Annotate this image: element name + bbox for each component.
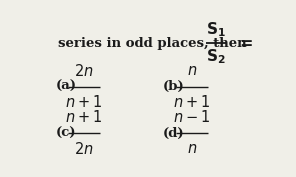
Text: $\mathbf{S_1}$: $\mathbf{S_1}$ [206, 20, 226, 39]
Text: $\mathit{n−1}$: $\mathit{n−1}$ [173, 109, 210, 125]
Text: $\mathit{2n}$: $\mathit{2n}$ [74, 141, 94, 157]
Text: $\mathit{2n}$: $\mathit{2n}$ [74, 63, 94, 79]
Text: $\mathit{n+1}$: $\mathit{n+1}$ [65, 94, 103, 110]
Text: $\mathit{n}$: $\mathit{n}$ [187, 64, 197, 78]
Text: =: = [239, 35, 252, 52]
Text: series in odd places, then: series in odd places, then [58, 36, 246, 50]
Text: (a): (a) [55, 80, 76, 93]
Text: (c): (c) [55, 127, 76, 139]
Text: (d): (d) [163, 127, 185, 139]
Text: $\mathit{n+1}$: $\mathit{n+1}$ [65, 109, 103, 125]
Text: (b): (b) [163, 80, 185, 93]
Text: $\mathit{n+1}$: $\mathit{n+1}$ [173, 94, 210, 110]
Text: $\mathbf{S_2}$: $\mathbf{S_2}$ [206, 47, 226, 66]
Text: $\mathit{n}$: $\mathit{n}$ [187, 142, 197, 156]
